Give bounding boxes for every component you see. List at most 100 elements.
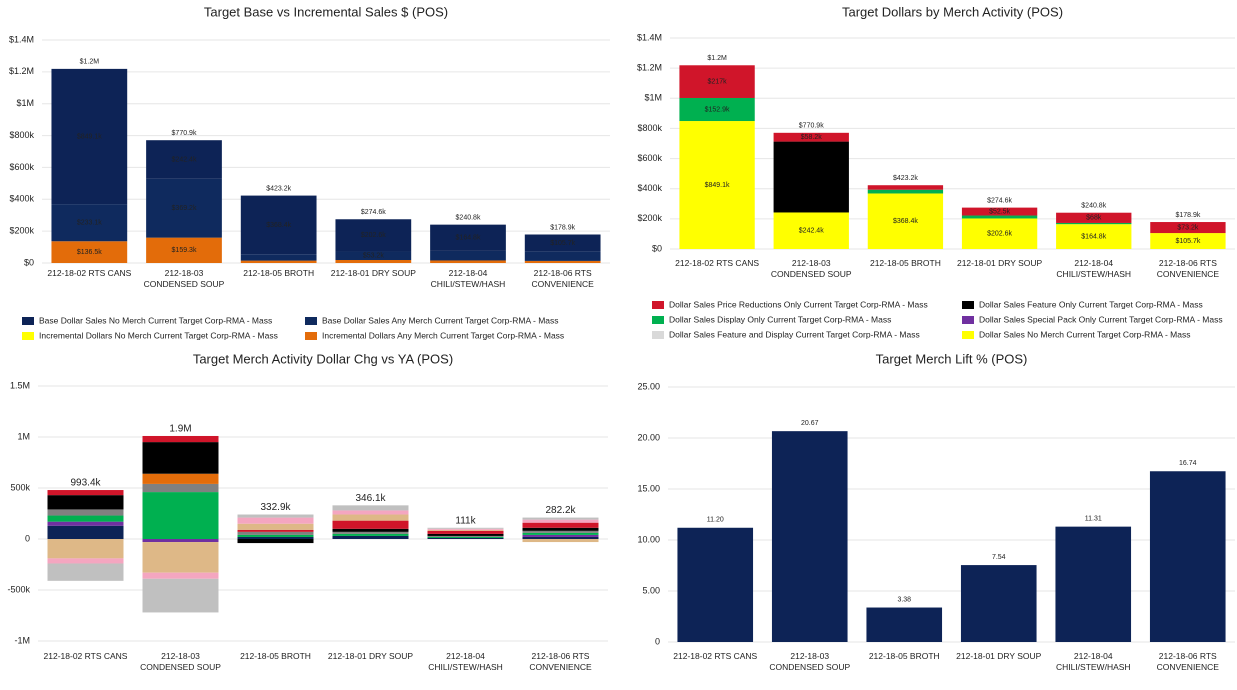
segment-label: $159.3k: [172, 247, 197, 254]
bar-segment: [961, 218, 1038, 249]
y-tick-label: 1.5M: [10, 380, 30, 390]
bar-segment: [522, 539, 599, 543]
bar-segment: [522, 530, 599, 533]
y-tick-label: 0: [25, 533, 30, 543]
bar-segment: [867, 193, 944, 249]
legend-label: Dollar Sales No Merch Current Target Cor…: [979, 329, 1190, 339]
bar: [771, 431, 848, 642]
bar-segment: [427, 530, 504, 534]
bar-segment: [1150, 222, 1226, 234]
segment-label: $849.1k: [705, 182, 730, 189]
total-label: $240.8k: [456, 214, 481, 221]
legend-label: Base Dollar Sales No Merch Current Targe…: [39, 315, 272, 325]
y-tick-label: 10.00: [637, 534, 660, 544]
y-tick-label: 1M: [17, 431, 30, 441]
bar-segment: [240, 254, 317, 261]
segment-label: $368.4k: [266, 222, 291, 229]
bar-segment: [773, 132, 849, 142]
x-tick-label: 212-18-01 DRY SOUP: [327, 651, 414, 661]
segment-label: $242.4k: [799, 228, 824, 235]
value-label: 7.54: [992, 554, 1006, 561]
bar-segment: [773, 141, 849, 213]
x-tick-label: 212-18-03 CONDENSED SOUP: [140, 651, 221, 672]
segment-label: $164.8k: [1081, 233, 1106, 240]
y-tick-label: 500k: [10, 482, 30, 492]
legend-swatch: [305, 332, 317, 340]
segment-label: $242.4k: [172, 156, 197, 163]
bar-segment: [47, 509, 124, 516]
bar-segment: [47, 558, 124, 564]
legend-swatch: [652, 316, 664, 324]
legend-swatch: [22, 332, 34, 340]
bar-segment: [335, 251, 412, 261]
x-tick-label: 212-18-03 CONDENSED SOUP: [143, 268, 225, 289]
segment-label: $73.2k: [1177, 224, 1199, 231]
bar-segment: [335, 219, 412, 252]
bar-segment: [332, 514, 409, 521]
legend-swatch: [652, 301, 664, 309]
x-tick-label: 212-18-05 BROTH: [869, 258, 941, 268]
bar-segment: [524, 251, 601, 261]
y-tick-label: 0: [655, 636, 660, 646]
bar-segment: [679, 65, 755, 98]
bar-segment: [332, 528, 409, 532]
total-label: 332.9k: [260, 502, 291, 513]
y-tick-label: $400k: [637, 183, 662, 193]
legend-label: Dollar Sales Price Reductions Only Curre…: [669, 299, 928, 309]
bar-segment: [47, 521, 124, 526]
x-tick-label: 212-18-04 CHILI/STEW/HASH: [428, 651, 503, 672]
total-label: 282.2k: [545, 505, 576, 516]
bar-segment: [237, 539, 314, 544]
bar-segment: [427, 536, 504, 538]
bar-segment: [679, 121, 755, 249]
bar-segment: [142, 483, 219, 493]
total-label: $770.9k: [799, 123, 824, 130]
y-tick-label: $0: [24, 257, 34, 267]
bar-segment: [47, 563, 124, 581]
bar-segment: [1056, 212, 1132, 223]
bar-segment: [237, 534, 314, 537]
bar-segment: [430, 250, 506, 261]
bar-segment: [142, 539, 219, 543]
y-tick-label: $200k: [637, 213, 662, 223]
legend-label: Incremental Dollars No Merch Current Tar…: [39, 330, 278, 340]
y-tick-label: 5.00: [642, 585, 660, 595]
x-tick-label: 212-18-06 RTS CONVENIENCE: [529, 651, 592, 672]
bar-segment: [522, 532, 599, 535]
legend-swatch: [962, 331, 974, 339]
y-tick-label: $1M: [16, 98, 34, 108]
bar-segment: [237, 523, 314, 530]
bar-segment: [332, 535, 409, 539]
segment-label: $105.7k: [550, 240, 575, 247]
y-tick-label: $1.2M: [637, 63, 662, 73]
bar-segment: [51, 68, 128, 205]
x-tick-label: 212-18-03 CONDENSED SOUP: [770, 258, 852, 279]
bar-segment: [237, 514, 314, 518]
bar-segment: [332, 531, 409, 534]
value-label: 20.67: [801, 420, 819, 427]
chart-title: Target Dollars by Merch Activity (POS): [842, 4, 1063, 19]
total-label: 1.9M: [169, 424, 191, 435]
legend-swatch: [652, 331, 664, 339]
bar-segment: [524, 234, 601, 252]
bar-segment: [522, 519, 599, 523]
total-label: 111k: [455, 515, 476, 526]
segment-label: $152.9k: [705, 106, 730, 113]
bar-segment: [332, 533, 409, 536]
x-tick-label: 212-18-01 DRY SOUP: [956, 258, 1043, 268]
bar-segment: [237, 531, 314, 535]
total-label: $240.8k: [1081, 203, 1106, 210]
total-label: $1.2M: [707, 55, 727, 62]
bar: [1149, 471, 1226, 642]
legend-label: Dollar Sales Feature and Display Current…: [669, 329, 920, 339]
bar-segment: [867, 185, 944, 190]
y-tick-label: $0: [652, 243, 662, 253]
y-tick-label: $600k: [9, 162, 34, 172]
bar-segment: [1056, 224, 1132, 249]
bar-segment: [522, 534, 599, 537]
bar: [866, 607, 943, 642]
segment-label: $68k: [1086, 215, 1102, 222]
segment-label: $368.4k: [893, 218, 918, 225]
value-label: 16.74: [1179, 460, 1197, 467]
bar-segment: [332, 505, 409, 511]
